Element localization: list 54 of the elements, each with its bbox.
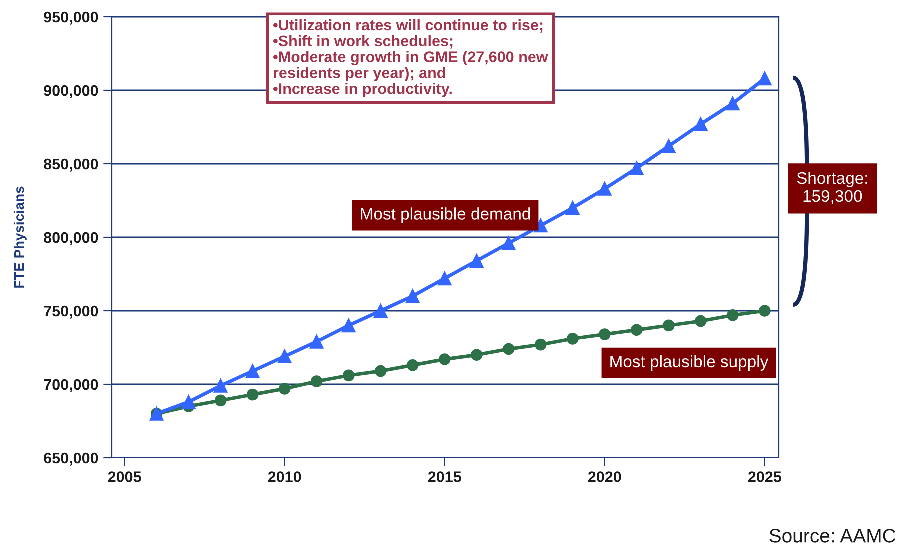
point: [438, 354, 451, 366]
x-tick-label: 2010: [268, 472, 302, 482]
x-tick-label: 2020: [588, 472, 622, 482]
y-tick-label: 850,000: [44, 158, 98, 172]
source-note: Source: AAMC: [770, 529, 896, 543]
point: [342, 318, 356, 333]
point: [758, 72, 772, 86]
point: [438, 272, 452, 286]
point: [598, 328, 611, 340]
point: [502, 343, 515, 356]
point: [726, 96, 740, 111]
y-tick-label: 750,000: [44, 306, 98, 319]
y-tick-label: 650,000: [44, 452, 98, 466]
point: [406, 359, 419, 372]
x-tick-label: 2025: [748, 472, 782, 482]
point: [502, 236, 516, 250]
point: [566, 201, 580, 216]
point: [278, 350, 292, 364]
point: [598, 182, 612, 196]
point: [694, 117, 708, 132]
point: [534, 338, 547, 351]
point: [406, 289, 420, 304]
point: [695, 315, 707, 328]
point: [278, 383, 291, 395]
point: [342, 370, 355, 382]
point: [374, 365, 387, 378]
point: [246, 388, 259, 401]
point: [662, 320, 675, 332]
point: [214, 394, 227, 407]
point: [214, 379, 228, 393]
point: [310, 334, 324, 349]
point: [374, 304, 388, 318]
point: [727, 310, 739, 322]
y-tick-label: 950,000: [44, 12, 98, 25]
x-tick-label: 2015: [428, 472, 462, 482]
y-tick-label: 900,000: [44, 85, 98, 98]
y-axis-title: FTE Physicians: [14, 186, 27, 288]
point: [470, 349, 483, 362]
text: Shortage: 159,300: [797, 172, 868, 204]
y-tick-label: 800,000: [44, 232, 98, 246]
point: [310, 376, 323, 388]
point: [246, 364, 260, 378]
x-tick-label: 2005: [108, 472, 142, 482]
series-label: Most plausible demand: [361, 208, 530, 224]
point: [630, 161, 644, 176]
point: [759, 305, 771, 317]
point: [182, 395, 196, 410]
point: [662, 139, 676, 154]
point: [566, 333, 579, 345]
point: [470, 254, 484, 268]
y-tick-label: 700,000: [44, 379, 98, 392]
annotation: •Utilization rates will continue to rise; •Shift in work schedules; •Moderate growth in GME (27,600 new residents per year); and •Increase in productivity.: [273, 19, 548, 98]
point: [630, 324, 643, 336]
series-label: Most plausible supply: [610, 355, 769, 371]
